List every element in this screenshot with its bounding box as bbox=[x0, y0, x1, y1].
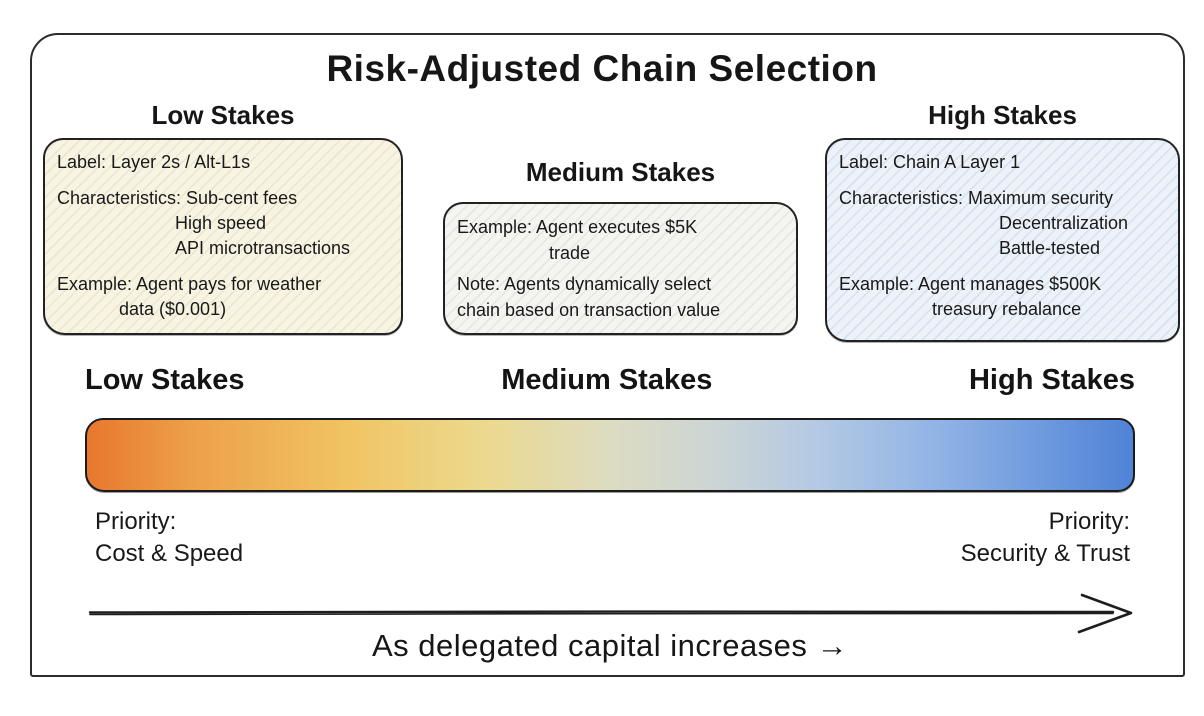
right-arrow-icon bbox=[88, 593, 1133, 634]
high-example2-line: treasury rebalance bbox=[932, 299, 1082, 319]
high-example-line: Example: Agent manages $500K bbox=[839, 274, 1102, 294]
high-characteristic2-line: Decentralization bbox=[999, 213, 1129, 233]
low-example-line: Example: Agent pays for weather bbox=[57, 274, 322, 294]
low-characteristic3-line: API microtransactions bbox=[175, 238, 351, 258]
high-stakes-card: Label: Chain A Layer 1 Characteristics: … bbox=[825, 138, 1180, 342]
risk-gradient-bar bbox=[85, 418, 1135, 492]
high-stakes-card-heading: High Stakes bbox=[928, 100, 1077, 130]
spectrum-label-low: Low Stakes bbox=[85, 364, 245, 396]
low-stakes-card-heading: Low Stakes bbox=[151, 100, 295, 130]
spectrum-label-high: High Stakes bbox=[968, 364, 1135, 396]
outer-frame bbox=[30, 33, 1185, 677]
medium-stakes-card-heading: Medium Stakes bbox=[525, 157, 716, 187]
low-characteristic2-line: High speed bbox=[175, 213, 267, 233]
medium-example-line: Example: Agent executes $5K bbox=[457, 217, 698, 237]
high-characteristic3-line: Battle-tested bbox=[999, 238, 1101, 258]
low-characteristics-line: Characteristics: Sub-cent fees bbox=[57, 188, 298, 208]
priority-right: Priority: Security & Trust bbox=[961, 506, 1130, 570]
priority-left-value: Cost & Speed bbox=[95, 540, 244, 567]
spectrum-labels-row: Low Stakes Medium Stakes High Stakes bbox=[85, 364, 1135, 397]
priority-right-value: Security & Trust bbox=[960, 540, 1130, 567]
spectrum-label-medium: Medium Stakes bbox=[501, 364, 713, 396]
low-example2-line: data ($0.001) bbox=[119, 299, 227, 319]
low-stakes-card: Label: Layer 2s / Alt-L1s Characteristic… bbox=[43, 138, 403, 335]
priority-left-title: Priority: bbox=[95, 508, 177, 535]
priority-right-title: Priority: bbox=[1048, 508, 1130, 535]
diagram-title: Risk-Adjusted Chain Selection bbox=[326, 48, 878, 89]
high-characteristics-line: Characteristics: Maximum security bbox=[839, 188, 1114, 208]
medium-note2-line: chain based on transaction value bbox=[457, 300, 721, 320]
medium-stakes-card: Example: Agent executes $5K trade Note: … bbox=[443, 202, 798, 335]
bottom-caption: As delegated capital increases → bbox=[371, 628, 849, 663]
medium-example2-line: trade bbox=[549, 243, 591, 263]
high-label-line: Label: Chain A Layer 1 bbox=[839, 152, 1021, 172]
medium-note-line: Note: Agents dynamically select bbox=[457, 274, 712, 294]
priority-left: Priority: Cost & Speed bbox=[95, 506, 243, 570]
low-label-line: Label: Layer 2s / Alt-L1s bbox=[57, 152, 251, 172]
